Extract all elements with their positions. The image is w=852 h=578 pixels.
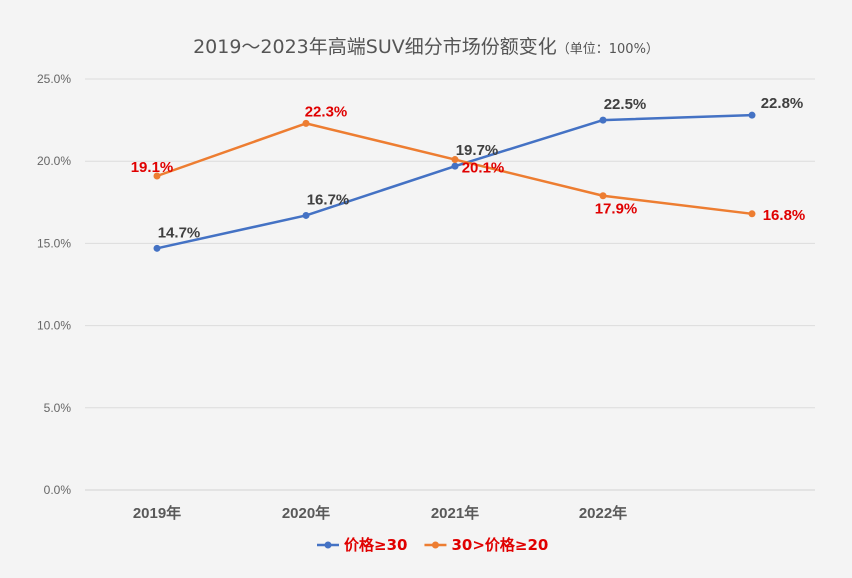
data-label: 22.3% bbox=[305, 103, 348, 120]
gridlines bbox=[85, 78, 815, 491]
x-tick-label: 2020年 bbox=[282, 504, 330, 522]
data-label: 22.8% bbox=[761, 95, 804, 112]
series-1 bbox=[153, 111, 756, 252]
legend-marker bbox=[431, 541, 439, 549]
chart-title: 2019～2023年高端SUV细分市场份额变化 bbox=[193, 36, 557, 58]
y-axis: 0.0% 5.0% 10.0% 15.0% 20.0% 25.0% bbox=[37, 72, 71, 497]
data-label: 16.7% bbox=[307, 191, 350, 208]
data-point bbox=[748, 210, 756, 218]
y-tick-label: 15.0% bbox=[37, 236, 71, 250]
data-label: 14.7% bbox=[158, 224, 201, 241]
data-label: 16.8% bbox=[763, 207, 806, 224]
data-label: 20.1% bbox=[462, 160, 505, 177]
chart-title-unit: （单位：100%） bbox=[557, 42, 659, 57]
y-tick-label: 0.0% bbox=[44, 483, 72, 497]
data-point bbox=[302, 119, 310, 127]
legend-marker bbox=[324, 541, 332, 549]
x-tick-label: 2021年 bbox=[431, 504, 479, 522]
chart-title-group: 2019～2023年高端SUV细分市场份额变化 （单位：100%） bbox=[193, 36, 659, 58]
series-line bbox=[155, 113, 754, 250]
data-label: 19.1% bbox=[131, 159, 174, 176]
y-tick-label: 25.0% bbox=[37, 72, 71, 86]
x-tick-label: 2019年 bbox=[133, 504, 181, 522]
legend-item: 30>价格≥20 bbox=[424, 536, 548, 554]
legend-label: 价格≥30 bbox=[344, 536, 407, 554]
data-point bbox=[302, 211, 310, 219]
data-point bbox=[153, 172, 161, 180]
data-label: 22.5% bbox=[604, 96, 647, 113]
data-point bbox=[599, 192, 607, 200]
y-tick-label: 20.0% bbox=[37, 154, 71, 168]
data-label: 19.7% bbox=[456, 142, 499, 159]
y-tick-label: 5.0% bbox=[44, 401, 72, 415]
x-axis: 2019年 2020年 2021年 2022年 bbox=[133, 504, 627, 522]
legend: 价格≥30 30>价格≥20 bbox=[317, 536, 548, 554]
y-tick-label: 10.0% bbox=[37, 319, 71, 333]
data-point bbox=[748, 111, 756, 119]
series-2 bbox=[153, 119, 756, 218]
legend-label: 30>价格≥20 bbox=[451, 536, 548, 554]
data-point bbox=[451, 162, 459, 170]
data-point bbox=[599, 116, 607, 124]
data-point bbox=[451, 156, 459, 164]
x-tick-label: 2022年 bbox=[579, 504, 627, 522]
data-label: 17.9% bbox=[595, 201, 638, 218]
series-group bbox=[153, 111, 756, 252]
legend-item: 价格≥30 bbox=[317, 536, 407, 554]
data-point bbox=[153, 244, 161, 252]
data-labels: 14.7% 16.7% 19.7% 22.5% 22.8% 19.1% 22.3% 20.1%… bbox=[131, 95, 806, 241]
